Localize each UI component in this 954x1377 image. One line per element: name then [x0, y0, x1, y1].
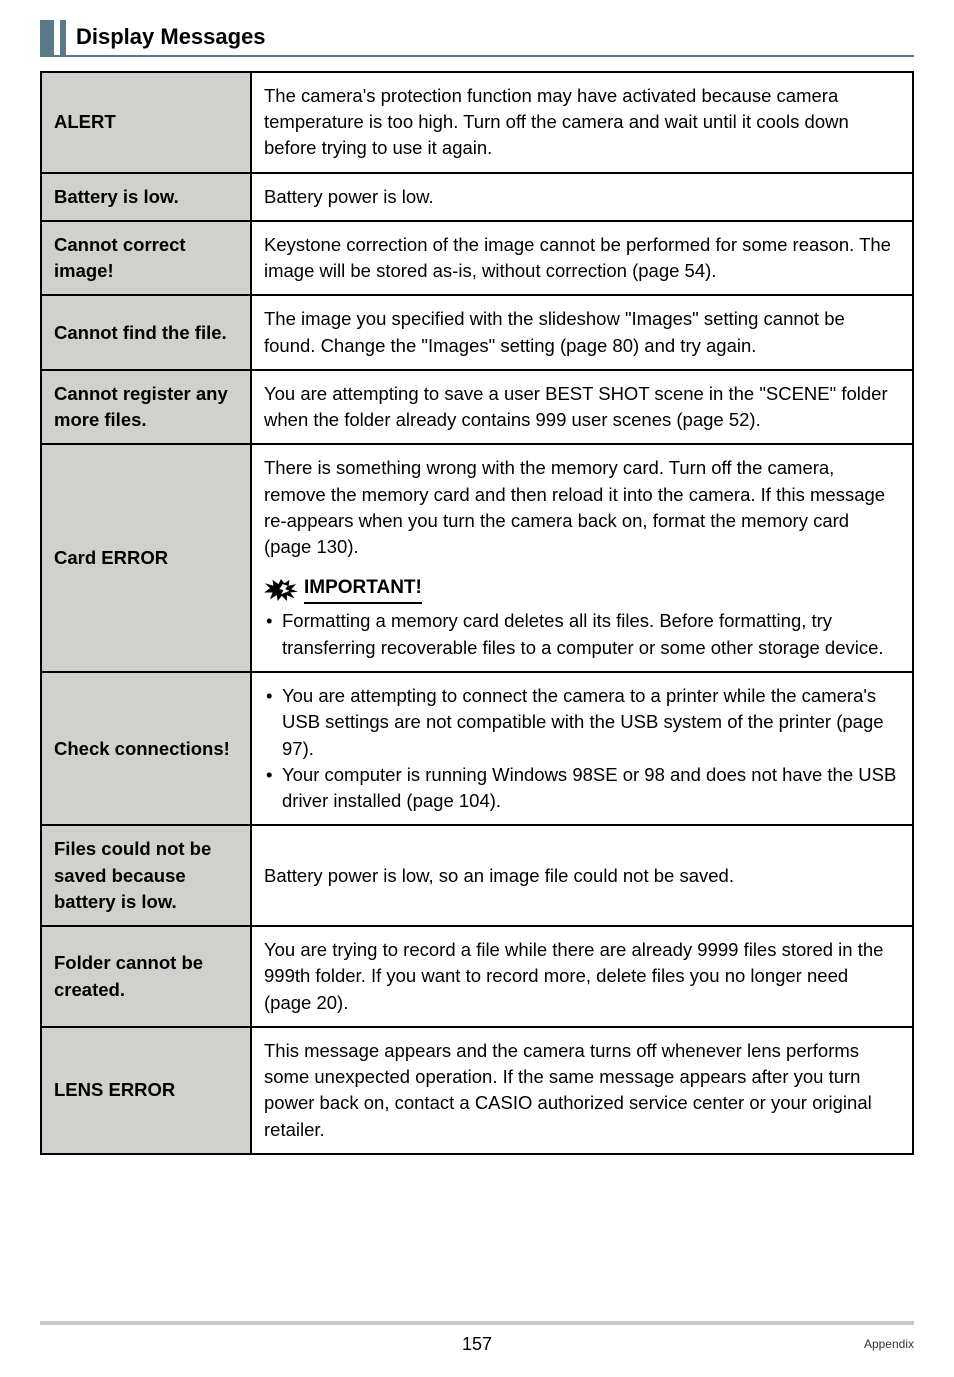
- message-label: Cannot find the file.: [41, 295, 251, 370]
- table-row: Cannot correct image! Keystone correctio…: [41, 221, 913, 296]
- card-error-bullets: Formatting a memory card deletes all its…: [264, 608, 900, 661]
- message-description: You are trying to record a file while th…: [251, 926, 913, 1027]
- header-accent-bar: [40, 20, 54, 55]
- footer-section-label: Appendix: [864, 1337, 914, 1351]
- message-label: LENS ERROR: [41, 1027, 251, 1154]
- message-label: Check connections!: [41, 672, 251, 825]
- important-label: IMPORTANT!: [304, 575, 422, 605]
- message-label: Cannot register any more files.: [41, 370, 251, 445]
- message-label: Files could not be saved because battery…: [41, 825, 251, 926]
- message-label: Card ERROR: [41, 444, 251, 672]
- important-callout: IMPORTANT!: [264, 575, 900, 605]
- table-row: Card ERROR There is something wrong with…: [41, 444, 913, 672]
- message-description: Battery power is low.: [251, 173, 913, 221]
- burst-icon: [264, 579, 298, 601]
- message-label: Cannot correct image!: [41, 221, 251, 296]
- card-error-paragraph: There is something wrong with the memory…: [264, 455, 900, 560]
- list-item-text: Your computer is running Windows 98SE or…: [282, 764, 896, 811]
- message-description: This message appears and the camera turn…: [251, 1027, 913, 1154]
- page-footer: 157 Appendix: [40, 1321, 914, 1357]
- table-row: LENS ERROR This message appears and the …: [41, 1027, 913, 1154]
- message-label: Battery is low.: [41, 173, 251, 221]
- list-item: You are attempting to connect the camera…: [264, 683, 900, 762]
- section-header-inner: Display Messages: [40, 20, 914, 55]
- message-description: The image you specified with the slidesh…: [251, 295, 913, 370]
- table-row: Files could not be saved because battery…: [41, 825, 913, 926]
- list-item: Your computer is running Windows 98SE or…: [264, 762, 900, 815]
- message-description: You are attempting to connect the camera…: [251, 672, 913, 825]
- table-row: Cannot find the file. The image you spec…: [41, 295, 913, 370]
- list-item-text: You are attempting to connect the camera…: [282, 685, 884, 759]
- table-row: Cannot register any more files. You are …: [41, 370, 913, 445]
- section-title: Display Messages: [76, 20, 266, 55]
- message-label: Folder cannot be created.: [41, 926, 251, 1027]
- table-row: Check connections! You are attempting to…: [41, 672, 913, 825]
- section-header: Display Messages: [40, 20, 914, 57]
- messages-table: ALERT The camera's protection function m…: [40, 71, 914, 1155]
- table-row: ALERT The camera's protection function m…: [41, 72, 913, 173]
- header-accent-bar-thin: [60, 20, 66, 55]
- message-description: The camera's protection function may hav…: [251, 72, 913, 173]
- messages-table-wrapper: ALERT The camera's protection function m…: [40, 71, 914, 1155]
- message-label: ALERT: [41, 72, 251, 173]
- check-connections-bullets: You are attempting to connect the camera…: [264, 683, 900, 814]
- table-row: Folder cannot be created. You are trying…: [41, 926, 913, 1027]
- message-description: You are attempting to save a user BEST S…: [251, 370, 913, 445]
- list-item-text: Formatting a memory card deletes all its…: [282, 610, 884, 657]
- message-description: Keystone correction of the image cannot …: [251, 221, 913, 296]
- table-row: Battery is low. Battery power is low.: [41, 173, 913, 221]
- message-description: There is something wrong with the memory…: [251, 444, 913, 672]
- message-description: Battery power is low, so an image file c…: [251, 825, 913, 926]
- page-number: 157: [462, 1334, 492, 1355]
- list-item: Formatting a memory card deletes all its…: [264, 608, 900, 661]
